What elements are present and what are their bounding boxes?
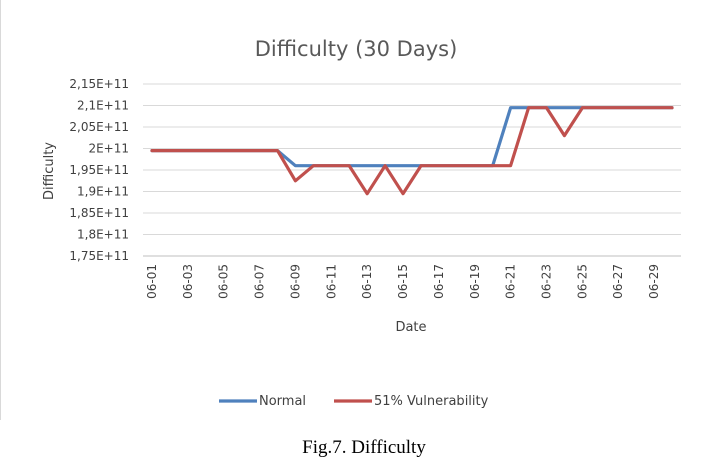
chart-area: Difficulty (30 Days) 1,75E+11 1,8E+11 1,85… [0,0,681,420]
y-tick-label: 2,15E+11 [69,77,129,91]
x-tick-label: 06-19 [468,264,482,299]
legend: Normal 51% Vulnerability [219,394,489,409]
x-tick-label: 06-17 [432,264,446,299]
x-axis-ticks: 06-01 06-03 06-05 06-07 06-09 06-11 06-13 06-15… [145,264,661,299]
x-tick-label: 06-25 [575,264,589,299]
x-tick-label: 06-09 [288,264,302,299]
x-tick-label: 06-27 [611,264,625,299]
x-tick-label: 06-11 [324,264,338,299]
y-tick-label: 2,05E+11 [69,120,129,134]
x-axis-label: Date [395,320,426,335]
series-lines [150,106,674,196]
x-tick-label: 06-03 [181,264,195,299]
y-tick-label: 2,1E+11 [77,99,129,113]
x-tick-label: 06-29 [647,264,661,299]
difficulty-chart: Difficulty (30 Days) 1,75E+11 1,8E+11 1,85… [42,37,681,409]
x-tick-label: 06-07 [253,264,267,299]
series-line-vulnerability [150,106,674,196]
y-tick-label: 1,9E+11 [77,185,129,199]
x-tick-label: 06-13 [360,264,374,299]
y-axis-label: Difficulty [42,142,57,200]
x-tick-label: 06-21 [504,264,518,299]
y-tick-label: 1,95E+11 [69,163,129,177]
y-tick-label: 1,85E+11 [69,206,129,220]
legend-label: Normal [259,394,306,409]
chart-title: Difficulty (30 Days) [255,37,458,61]
legend-label: 51% Vulnerability [374,394,489,409]
x-tick-label: 06-05 [217,264,231,299]
series-line-normal [150,106,674,168]
y-axis-ticks: 1,75E+11 1,8E+11 1,85E+11 1,9E+11 1,95E+11 2E… [69,77,129,263]
figure-caption: Fig.7. Difficulty [302,437,426,458]
x-tick-label: 06-01 [145,264,159,299]
y-tick-label: 2E+11 [88,142,129,156]
y-tick-label: 1,8E+11 [77,228,129,242]
x-tick-label: 06-15 [396,264,410,299]
grid-lines [143,83,681,257]
x-tick-label: 06-23 [540,264,554,299]
y-tick-label: 1,75E+11 [69,249,129,263]
